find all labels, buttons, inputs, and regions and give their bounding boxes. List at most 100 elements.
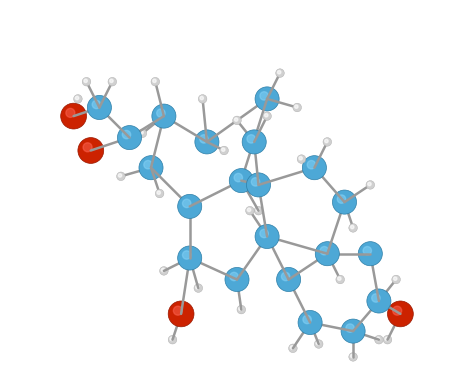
Circle shape (276, 69, 284, 77)
Circle shape (350, 354, 354, 358)
Circle shape (323, 138, 332, 146)
Circle shape (221, 148, 225, 151)
Circle shape (239, 307, 242, 310)
Circle shape (263, 112, 272, 120)
Circle shape (198, 94, 207, 103)
Circle shape (363, 247, 372, 255)
Circle shape (173, 306, 182, 315)
Circle shape (73, 94, 82, 103)
Circle shape (61, 103, 86, 129)
Circle shape (303, 315, 311, 324)
Circle shape (385, 337, 388, 341)
Circle shape (83, 143, 92, 152)
Circle shape (337, 195, 346, 203)
Circle shape (297, 155, 306, 163)
Circle shape (277, 70, 281, 74)
Circle shape (82, 77, 91, 86)
Circle shape (168, 301, 194, 327)
Circle shape (234, 173, 243, 182)
Circle shape (247, 208, 251, 212)
Circle shape (220, 146, 228, 155)
Circle shape (376, 337, 380, 341)
Circle shape (336, 275, 345, 284)
Circle shape (388, 301, 413, 327)
Circle shape (117, 172, 125, 181)
Circle shape (144, 161, 152, 169)
Circle shape (341, 319, 365, 343)
Circle shape (139, 156, 163, 180)
Circle shape (230, 272, 238, 281)
Circle shape (87, 96, 111, 120)
Circle shape (290, 346, 294, 349)
Circle shape (151, 77, 160, 86)
Circle shape (92, 100, 100, 109)
Circle shape (302, 156, 327, 180)
Circle shape (155, 189, 164, 198)
Circle shape (108, 77, 117, 86)
Circle shape (153, 79, 156, 82)
Circle shape (255, 224, 279, 248)
Circle shape (260, 92, 268, 100)
Circle shape (233, 116, 241, 125)
Circle shape (358, 241, 383, 266)
Circle shape (182, 251, 191, 259)
Circle shape (315, 241, 339, 266)
Circle shape (366, 181, 374, 189)
Circle shape (140, 131, 143, 134)
Circle shape (225, 267, 249, 291)
Circle shape (260, 229, 268, 238)
Circle shape (374, 336, 383, 344)
Circle shape (157, 109, 165, 117)
Circle shape (251, 178, 260, 186)
Circle shape (200, 135, 208, 143)
Circle shape (66, 108, 75, 117)
Circle shape (349, 353, 357, 361)
Circle shape (295, 105, 298, 108)
Circle shape (229, 169, 253, 193)
Circle shape (75, 96, 79, 100)
Circle shape (392, 275, 401, 284)
Circle shape (299, 156, 302, 160)
Circle shape (392, 306, 401, 315)
Circle shape (314, 340, 323, 348)
Circle shape (157, 191, 161, 194)
Circle shape (247, 135, 255, 143)
Circle shape (118, 125, 142, 150)
Circle shape (372, 294, 380, 302)
Circle shape (170, 337, 173, 341)
Circle shape (346, 324, 354, 332)
Circle shape (276, 267, 301, 291)
Circle shape (325, 139, 328, 143)
Circle shape (235, 118, 238, 121)
Circle shape (255, 87, 279, 111)
Circle shape (350, 225, 354, 229)
Circle shape (109, 79, 113, 82)
Circle shape (168, 336, 177, 344)
Circle shape (242, 130, 266, 154)
Circle shape (320, 247, 328, 255)
Circle shape (122, 130, 131, 139)
Circle shape (264, 113, 268, 117)
Circle shape (332, 190, 356, 214)
Circle shape (237, 305, 246, 314)
Circle shape (200, 96, 203, 100)
Circle shape (282, 272, 290, 281)
Circle shape (256, 208, 259, 212)
Circle shape (298, 310, 322, 334)
Circle shape (307, 161, 316, 169)
Circle shape (383, 336, 392, 344)
Circle shape (246, 206, 254, 215)
Circle shape (84, 79, 87, 82)
Circle shape (337, 277, 341, 280)
Circle shape (246, 173, 271, 197)
Circle shape (160, 267, 168, 275)
Circle shape (293, 103, 301, 112)
Circle shape (182, 199, 191, 207)
Circle shape (196, 286, 199, 289)
Circle shape (254, 206, 263, 215)
Circle shape (194, 284, 202, 293)
Circle shape (195, 130, 219, 154)
Circle shape (349, 224, 357, 232)
Circle shape (367, 289, 391, 313)
Circle shape (316, 341, 319, 345)
